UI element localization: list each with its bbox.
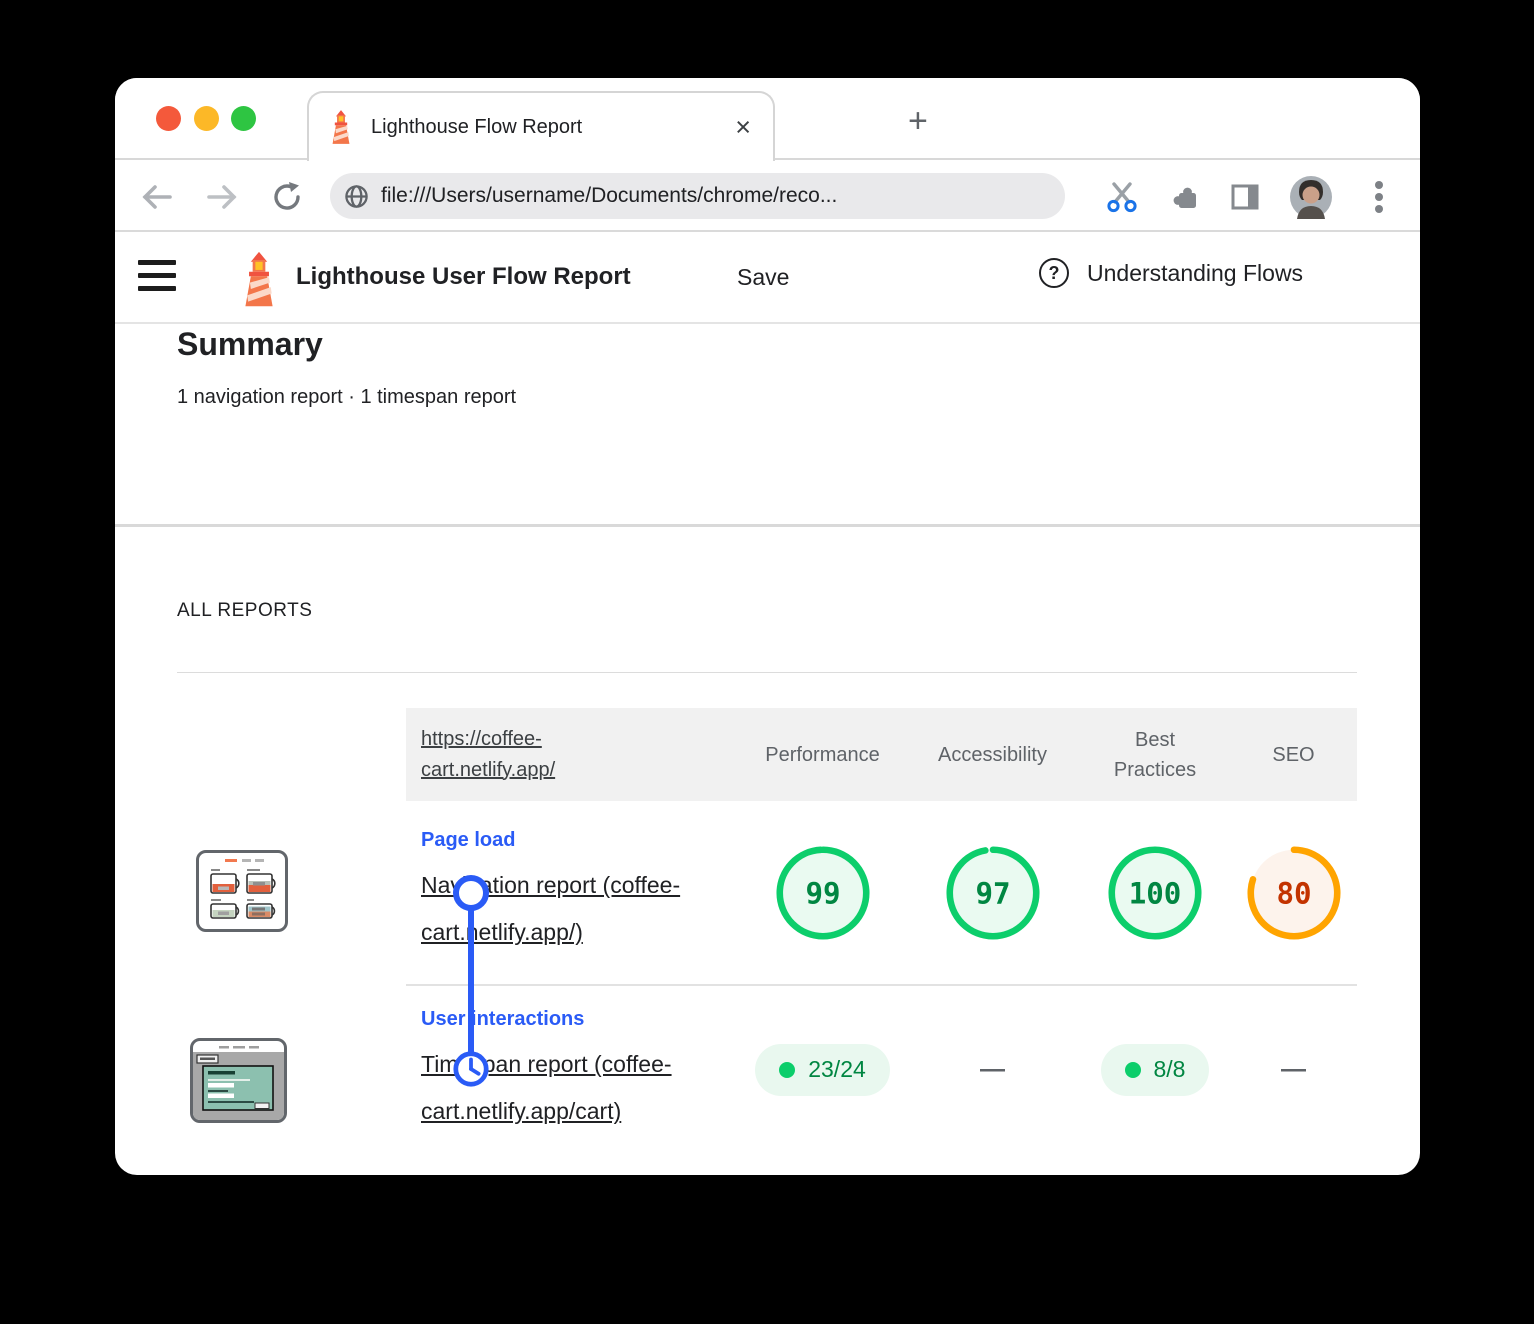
svg-text:97: 97 — [975, 876, 1010, 910]
tab-strip: Lighthouse Flow Report × + — [115, 78, 1420, 161]
timeline-connector — [468, 904, 474, 1069]
help-icon: ? — [1039, 258, 1069, 288]
lighthouse-favicon — [332, 110, 350, 144]
reload-button[interactable] — [263, 162, 311, 232]
summary-heading: Summary — [177, 326, 323, 362]
reports-table-header: https://coffee-cart.netlify.app/ Perform… — [406, 708, 1357, 801]
avatar[interactable] — [1287, 162, 1335, 232]
forward-button[interactable] — [198, 162, 246, 232]
section-divider — [115, 524, 1420, 527]
traffic-minimize-button[interactable] — [194, 106, 219, 131]
pass-dot-icon — [1124, 1061, 1141, 1078]
traffic-close-button[interactable] — [156, 106, 181, 131]
page-title: Lighthouse User Flow Report — [296, 263, 631, 290]
all-reports-label: ALL REPORTS — [177, 600, 313, 621]
best-practices-score-gauge: 100 — [1080, 801, 1230, 985]
kebab-menu-icon[interactable] — [1355, 162, 1403, 232]
column-accessibility: Accessibility — [938, 743, 1047, 766]
performance-score-gauge: 99 — [740, 801, 905, 985]
table-top-divider — [177, 672, 1357, 673]
site-url-link[interactable]: https://coffee-cart.netlify.app/ — [421, 727, 556, 781]
traffic-zoom-button[interactable] — [231, 106, 256, 131]
url-bar[interactable]: file:///Users/username/Documents/chrome/… — [330, 173, 1065, 219]
lighthouse-logo — [245, 251, 273, 307]
table-row: User interactions Timespan report (coffe… — [406, 986, 1357, 1153]
column-best-practices: Best Practices — [1113, 728, 1197, 781]
svg-text:99: 99 — [805, 876, 840, 910]
url-text: file:///Users/username/Documents/chrome/… — [381, 184, 838, 207]
app-header: Lighthouse User Flow Report Save ? Under… — [115, 234, 1420, 324]
hamburger-menu-icon[interactable] — [138, 260, 176, 299]
pass-dot-icon — [779, 1061, 796, 1078]
scissors-icon[interactable] — [1098, 162, 1146, 232]
row-divider — [406, 984, 1357, 986]
passed-audits-pill: 8/8 — [1100, 1043, 1210, 1096]
save-button[interactable]: Save — [737, 264, 790, 290]
globe-icon — [345, 184, 368, 208]
back-button[interactable] — [133, 162, 181, 232]
tab-title: Lighthouse Flow Report — [371, 115, 583, 138]
site-url-cell: https://coffee-cart.netlify.app/ — [406, 708, 740, 801]
svg-text:80: 80 — [1276, 876, 1311, 910]
accessibility-na-dash: — — [980, 1055, 1005, 1083]
category-label: User interactions — [421, 1008, 585, 1030]
column-performance: Performance — [765, 743, 880, 766]
performance-audit-badge: 23/24 — [740, 986, 905, 1153]
new-tab-button[interactable]: + — [908, 102, 928, 140]
summary-subtitle: 1 navigation report · 1 timespan report — [177, 386, 517, 408]
understanding-flows-link[interactable]: ? Understanding Flows — [1039, 258, 1303, 288]
extensions-puzzle-icon[interactable] — [1162, 162, 1210, 232]
browser-window: Lighthouse Flow Report × + — [115, 78, 1420, 1175]
category-label: Page load — [421, 829, 516, 851]
timeline-start-marker — [453, 875, 489, 911]
help-label: Understanding Flows — [1087, 259, 1304, 286]
side-panel-icon[interactable] — [1221, 162, 1269, 232]
seo-score-gauge: 80 — [1230, 801, 1357, 985]
navigation-report-thumbnail[interactable] — [196, 850, 288, 932]
best-practices-audit-badge: 8/8 — [1080, 986, 1230, 1153]
column-seo: SEO — [1272, 743, 1315, 766]
close-tab-icon[interactable]: × — [735, 111, 751, 142]
accessibility-score-gauge: 97 — [905, 801, 1080, 985]
table-row: Page load Navigation report (coffee-cart… — [406, 801, 1357, 985]
timespan-report-thumbnail[interactable] — [190, 1038, 287, 1123]
timeline-clock-icon — [453, 1051, 489, 1087]
toolbar: file:///Users/username/Documents/chrome/… — [115, 162, 1420, 232]
passed-audits-pill: 23/24 — [755, 1043, 890, 1096]
tab-lighthouse-flow-report[interactable]: Lighthouse Flow Report × — [307, 91, 775, 161]
svg-text:100: 100 — [1129, 876, 1182, 910]
seo-na-dash: — — [1281, 1055, 1306, 1083]
